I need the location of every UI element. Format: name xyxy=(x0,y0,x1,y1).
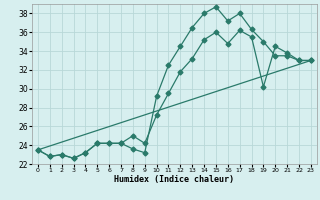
X-axis label: Humidex (Indice chaleur): Humidex (Indice chaleur) xyxy=(115,175,234,184)
